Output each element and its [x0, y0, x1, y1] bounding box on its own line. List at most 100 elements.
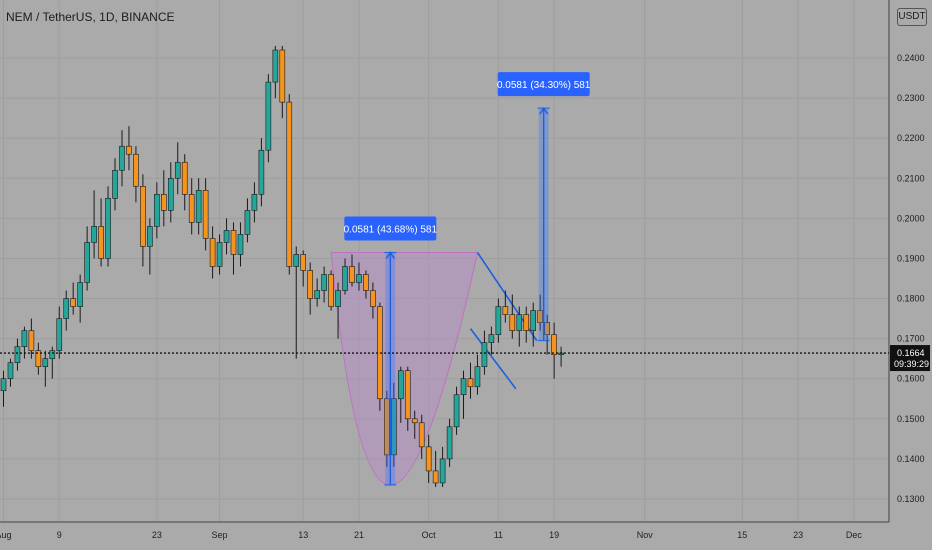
- y-tick-label: 0.2200: [897, 133, 925, 143]
- candle-body: [28, 330, 35, 351]
- candle: [105, 186, 111, 267]
- candle-body: [516, 314, 523, 331]
- measurement: 0.0581 (34.30%) 581: [497, 72, 591, 342]
- candle-body: [70, 298, 76, 307]
- candle: [502, 290, 509, 323]
- candle: [14, 338, 21, 371]
- candle: [391, 382, 397, 467]
- candle: [7, 358, 14, 387]
- candle: [397, 366, 404, 423]
- candle: [418, 414, 425, 459]
- candle-body: [188, 194, 195, 223]
- candle: [439, 446, 446, 487]
- y-tick-label: 0.2300: [897, 93, 925, 103]
- y-tick-label: 0.1800: [897, 294, 925, 304]
- candle-body: [77, 282, 83, 307]
- candle: [551, 322, 557, 379]
- candle: [453, 386, 460, 435]
- candle: [188, 178, 195, 235]
- candle-body: [404, 370, 411, 420]
- candle-body: [307, 270, 313, 299]
- candle-body: [551, 334, 557, 355]
- candle: [0, 370, 7, 407]
- x-tick-label: Sep: [212, 530, 228, 540]
- candle-body: [84, 242, 90, 283]
- candle: [237, 222, 244, 267]
- price-axis[interactable]: 0.2400 0.2300 0.2200 0.2100 0.2000 0.1900 0.18…: [897, 53, 925, 504]
- candle: [530, 302, 537, 347]
- candle: [223, 218, 230, 255]
- candle: [307, 262, 313, 315]
- measure-label: 0.0581 (34.30%) 581: [497, 80, 591, 91]
- candle: [488, 326, 495, 355]
- candle-body: [209, 238, 216, 267]
- candle: [293, 246, 300, 359]
- candle-body: [126, 145, 132, 155]
- candle-body: [384, 398, 390, 456]
- candle: [98, 198, 104, 267]
- candle-body: [105, 198, 111, 259]
- candle: [230, 222, 237, 275]
- candle-body: [63, 298, 70, 319]
- candle-body: [537, 310, 543, 323]
- candle: [216, 234, 223, 275]
- measure-label-box: [497, 72, 590, 97]
- candle-body: [272, 49, 279, 83]
- candle: [474, 354, 481, 395]
- candle-body: [140, 186, 146, 247]
- candle-body: [530, 310, 537, 331]
- candle-body: [335, 290, 341, 307]
- candle-body: [14, 346, 21, 363]
- candle: [209, 226, 216, 279]
- candle: [411, 410, 418, 439]
- candle: [195, 178, 202, 235]
- candle-body: [495, 306, 502, 335]
- candle-body: [133, 153, 139, 187]
- candle-body: [279, 49, 286, 103]
- candle-body: [446, 426, 453, 460]
- candle: [84, 226, 90, 291]
- candle: [425, 434, 432, 483]
- candle: [63, 290, 70, 331]
- candle: [370, 282, 376, 319]
- measure-label-box: [344, 216, 437, 241]
- candle-body: [481, 342, 488, 367]
- candle: [56, 306, 63, 359]
- candle-body: [258, 149, 265, 195]
- x-tick-label: 23: [793, 530, 803, 540]
- candle-body: [161, 194, 167, 211]
- candle: [516, 306, 523, 347]
- candle: [286, 94, 293, 275]
- time-axis[interactable]: Aug 9 23 Sep 13 21 Oct 11 19 Nov 15 23 Dec: [0, 530, 862, 540]
- candle-body: [523, 314, 530, 331]
- candle-body: [119, 145, 125, 171]
- x-tick-label: Oct: [422, 530, 437, 540]
- candle-body: [460, 378, 467, 396]
- candle-body: [474, 366, 481, 388]
- x-tick-label: Dec: [846, 530, 863, 540]
- candle-body: [237, 234, 244, 255]
- candle: [335, 282, 341, 339]
- candle-body: [467, 378, 474, 388]
- candle-body: [112, 169, 118, 199]
- candle-body: [0, 378, 7, 392]
- candle: [272, 46, 279, 99]
- candle: [377, 302, 383, 411]
- price-tag-box: [890, 345, 930, 372]
- candle-body: [251, 194, 258, 211]
- candle: [404, 366, 411, 431]
- candle-body: [300, 254, 307, 271]
- candle-body: [202, 190, 209, 239]
- candle-body: [509, 314, 516, 331]
- currency-button[interactable]: USDT: [897, 8, 927, 26]
- candle-body: [488, 334, 495, 343]
- candle: [356, 262, 362, 291]
- y-tick-label: 0.1600: [897, 374, 925, 384]
- candle: [258, 138, 265, 207]
- candle: [363, 270, 369, 299]
- candle-body: [432, 470, 439, 484]
- candle: [49, 346, 56, 379]
- candle-body: [411, 418, 418, 424]
